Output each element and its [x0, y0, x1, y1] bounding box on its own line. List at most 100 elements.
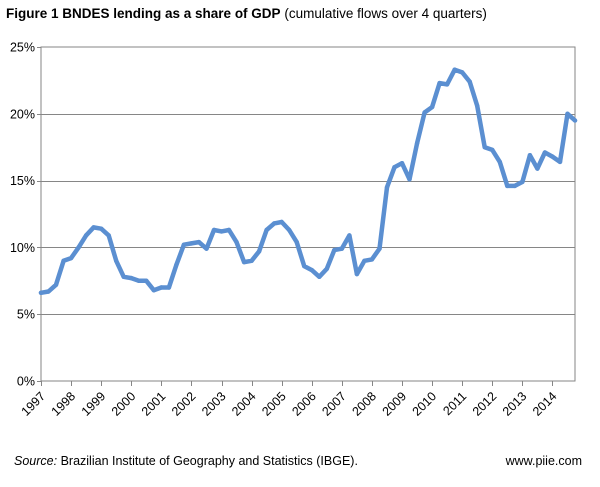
- data-point: [114, 258, 119, 263]
- data-point: [211, 227, 217, 233]
- data-point: [91, 225, 96, 230]
- data-point: [121, 274, 126, 279]
- data-point: [362, 258, 367, 263]
- y-tick-label: 5%: [17, 308, 35, 322]
- data-point: [174, 262, 179, 267]
- x-tick-label: 1998: [49, 389, 79, 419]
- data-point: [535, 166, 540, 171]
- data-point: [38, 290, 44, 295]
- x-tick-label: 2001: [139, 389, 169, 419]
- data-point: [151, 288, 156, 293]
- data-point: [399, 161, 405, 166]
- data-point: [189, 241, 194, 246]
- data-point: [317, 274, 322, 279]
- data-point: [512, 183, 517, 189]
- data-point: [204, 246, 209, 251]
- data-point: [407, 177, 412, 182]
- data-point: [219, 229, 224, 234]
- data-point: [324, 266, 329, 271]
- data-point: [550, 154, 555, 159]
- figure-title-label: Figure 1 BNDES lending as a share of GDP: [6, 6, 281, 21]
- data-point: [196, 239, 202, 245]
- x-tick-label: 2009: [380, 389, 410, 419]
- data-point: [272, 221, 277, 226]
- data-point: [241, 259, 247, 265]
- data-point: [505, 183, 510, 189]
- x-tick-label: 2002: [169, 389, 199, 419]
- data-point: [542, 150, 548, 155]
- data-point: [354, 271, 360, 277]
- data-point: [527, 153, 533, 158]
- data-point: [256, 249, 262, 254]
- data-point: [287, 227, 292, 233]
- data-point: [279, 219, 284, 225]
- source-text: Brazilian Institute of Geography and Sta…: [60, 454, 358, 468]
- x-tick-label: 1997: [19, 389, 49, 419]
- x-tick-label: 2007: [319, 389, 349, 419]
- data-point: [159, 285, 164, 290]
- y-tick-label: 15%: [10, 174, 35, 188]
- data-point: [572, 118, 578, 123]
- data-point: [136, 278, 141, 283]
- x-tick-label: 2003: [199, 389, 229, 419]
- data-point: [99, 226, 104, 231]
- data-point: [181, 242, 187, 247]
- data-point: [392, 165, 397, 170]
- data-point: [46, 289, 51, 294]
- data-point: [467, 79, 472, 84]
- data-point: [369, 257, 375, 262]
- data-point: [482, 145, 487, 150]
- x-tick-label: 2005: [259, 389, 289, 419]
- figure-subtitle: (cumulative flows over 4 quarters): [284, 6, 487, 21]
- data-point: [129, 275, 134, 281]
- data-point: [68, 255, 74, 261]
- data-point: [234, 239, 239, 245]
- data-point: [422, 110, 427, 115]
- data-point: [83, 233, 89, 238]
- x-tick-label: 2011: [440, 389, 469, 418]
- data-point: [332, 247, 337, 253]
- data-point: [429, 104, 435, 110]
- data-point: [414, 141, 420, 146]
- data-point: [53, 282, 59, 287]
- x-tick-label: 2006: [289, 389, 319, 419]
- data-point: [460, 70, 465, 75]
- site-url: www.piie.com: [505, 454, 582, 468]
- x-tick-label: 2013: [500, 389, 530, 419]
- data-point: [76, 245, 81, 250]
- data-point: [309, 267, 314, 273]
- data-point: [384, 185, 390, 190]
- x-tick-label: 2008: [349, 389, 379, 419]
- data-point: [294, 239, 299, 245]
- data-point: [490, 147, 495, 153]
- data-point: [347, 233, 352, 238]
- data-point: [166, 285, 172, 290]
- data-point: [520, 179, 525, 185]
- data-point: [249, 258, 254, 263]
- data-point: [437, 80, 442, 86]
- x-tick-label: 2012: [470, 389, 500, 419]
- figure-title: Figure 1 BNDES lending as a share of GDP…: [6, 6, 487, 21]
- data-point: [497, 159, 502, 165]
- data-point: [377, 246, 382, 251]
- y-tick-label: 20%: [10, 107, 35, 121]
- x-tick-label: 2010: [410, 389, 440, 419]
- x-tick-label: 2000: [109, 389, 139, 419]
- source-note: Source: Brazilian Institute of Geography…: [14, 454, 358, 468]
- x-tick-label: 1999: [79, 389, 109, 419]
- data-point: [339, 246, 344, 251]
- y-tick-label: 25%: [10, 41, 35, 55]
- data-point: [557, 159, 563, 165]
- y-tick-label: 0%: [17, 375, 35, 389]
- x-tick-label: 2004: [229, 389, 259, 419]
- data-point: [565, 111, 570, 117]
- data-point: [452, 67, 457, 72]
- x-tick-label: 2014: [530, 389, 560, 419]
- data-point: [264, 227, 269, 233]
- data-point: [226, 227, 232, 233]
- data-point: [475, 103, 480, 109]
- data-point: [61, 258, 66, 263]
- source-label: Source:: [14, 454, 58, 468]
- y-tick-label: 10%: [10, 241, 35, 255]
